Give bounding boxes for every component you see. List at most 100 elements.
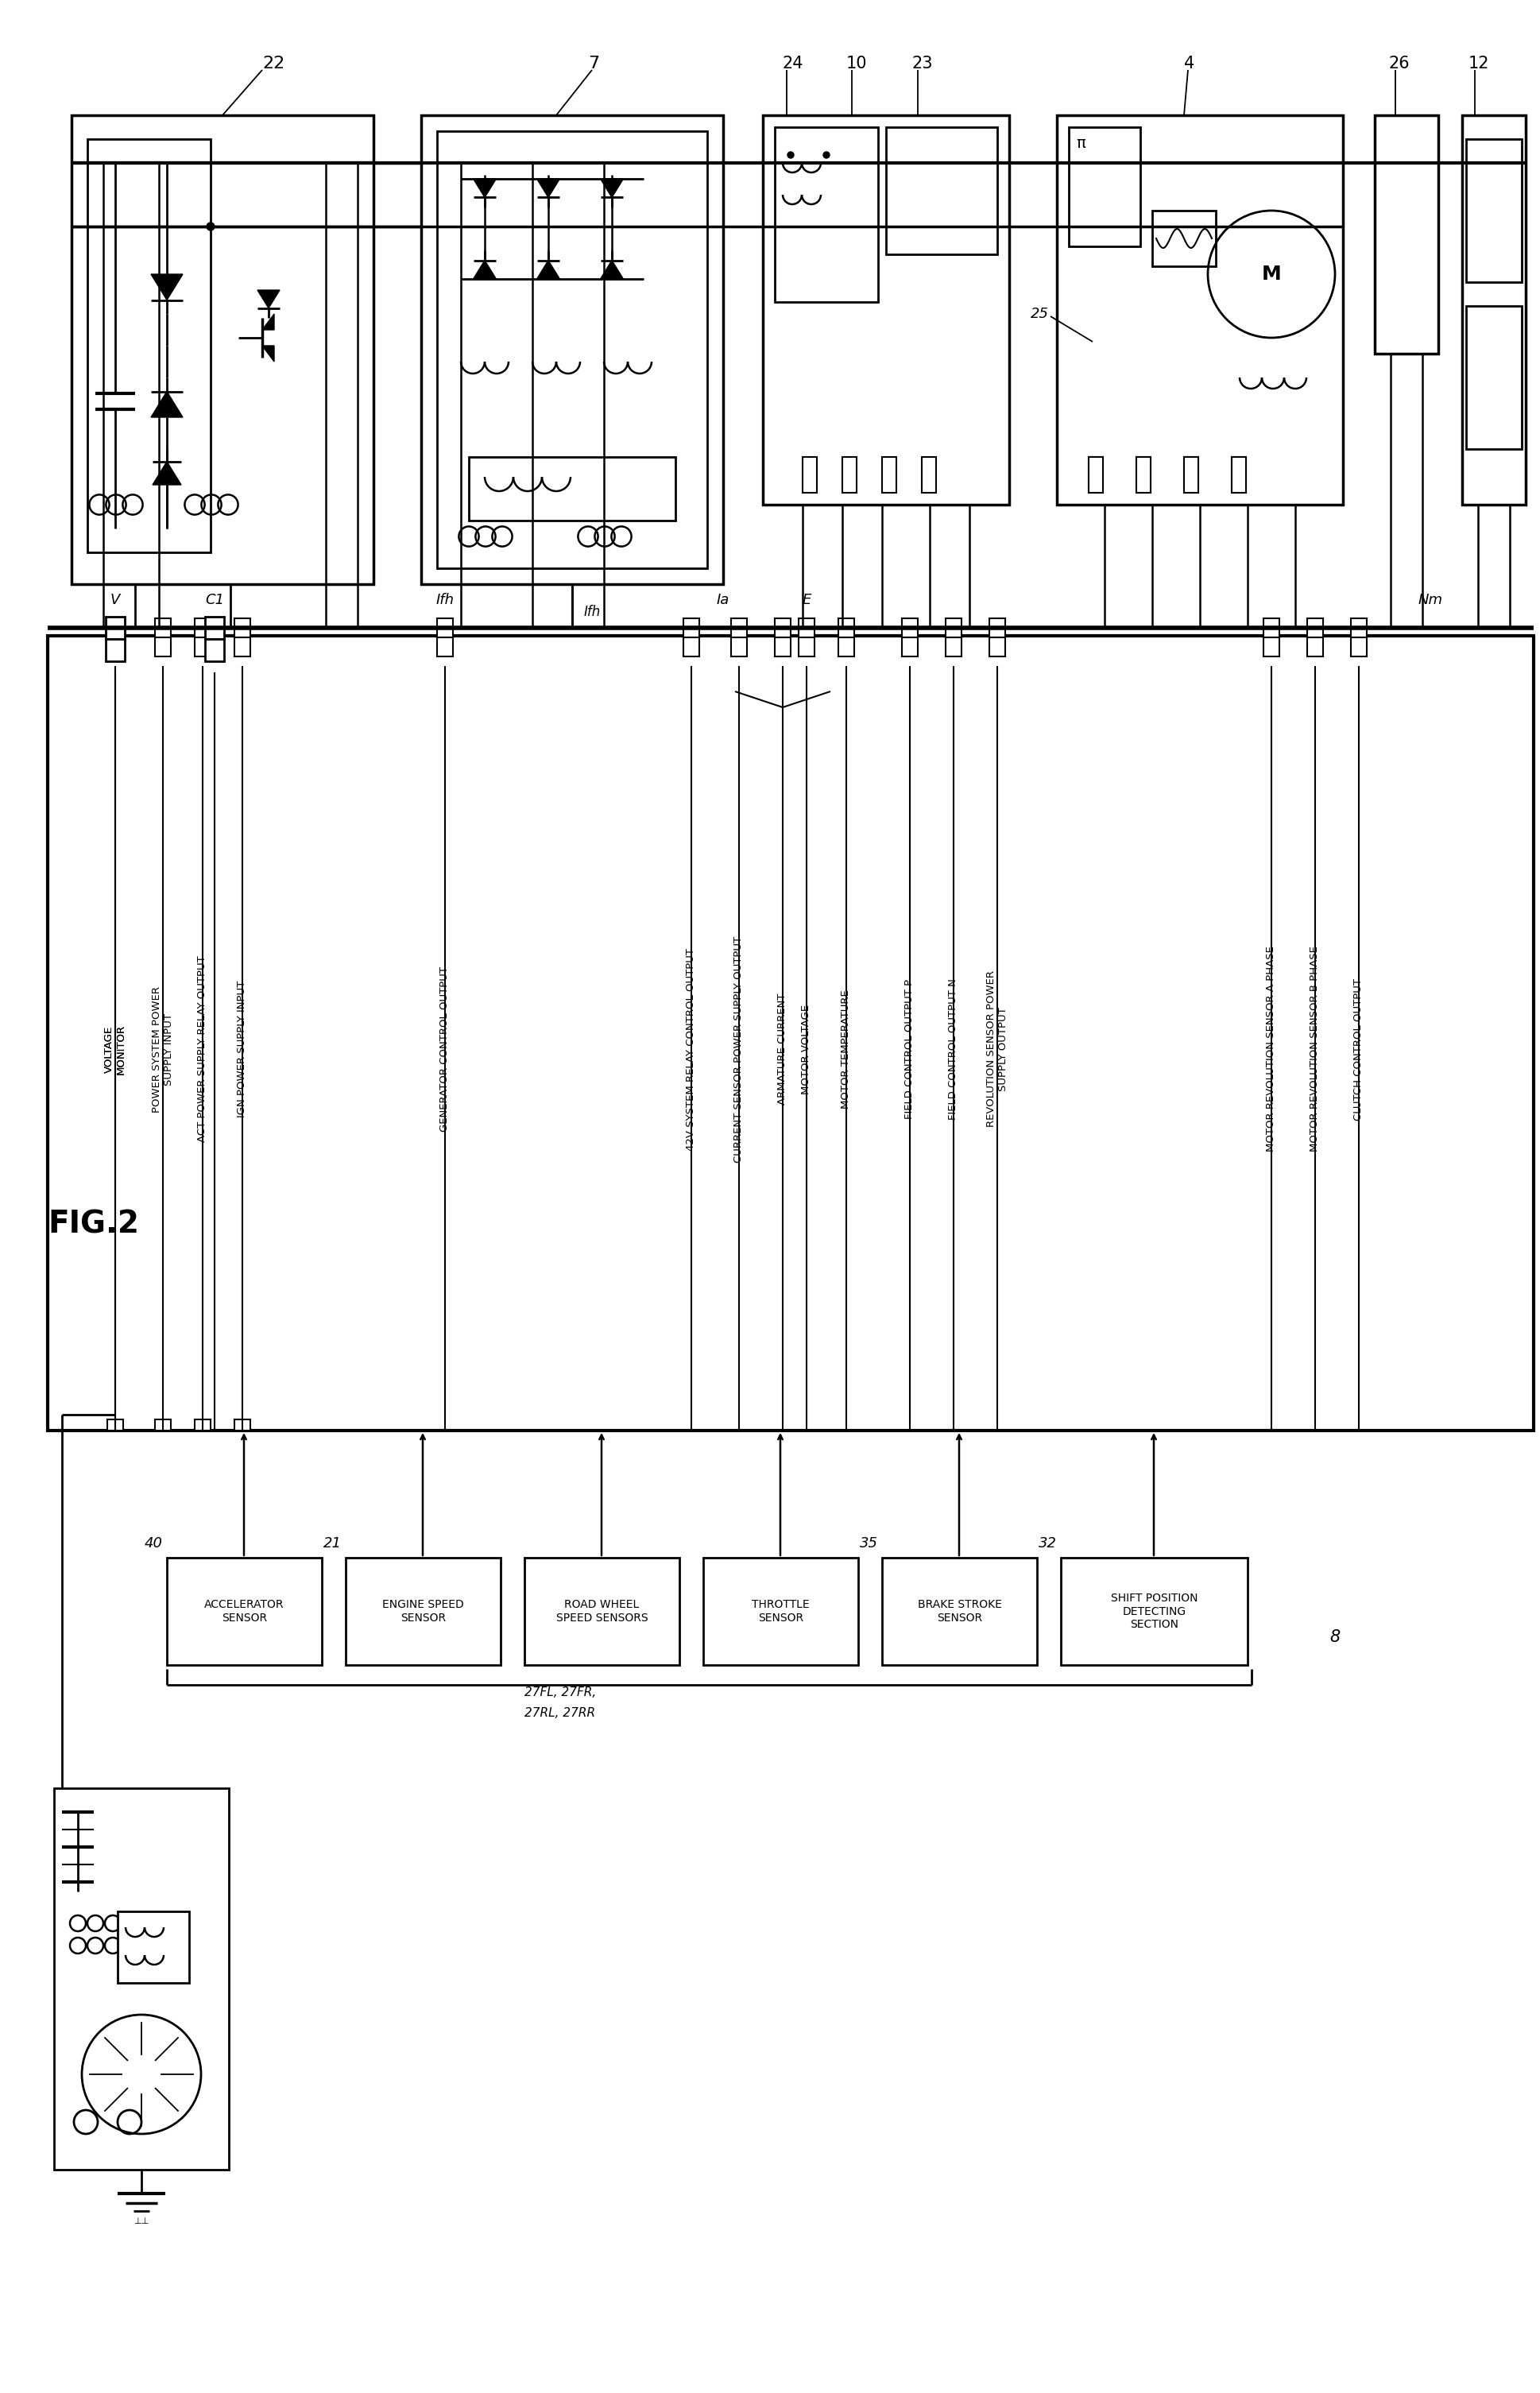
Bar (799, 617, 815, 637)
Bar (775, 127, 878, 302)
Polygon shape (152, 462, 182, 486)
Polygon shape (601, 179, 624, 196)
Bar (775, 617, 790, 637)
Bar (106, 639, 125, 660)
Text: ⊥⊥: ⊥⊥ (134, 2218, 149, 2225)
Polygon shape (262, 313, 274, 330)
Bar (156, 1419, 171, 1431)
Text: Ifh: Ifh (436, 593, 454, 608)
Text: IGN POWER SUPPLY INPUT: IGN POWER SUPPLY INPUT (237, 981, 248, 1118)
Text: REVOLUTION SENSOR POWER
SUPPLY OUTPUT: REVOLUTION SENSOR POWER SUPPLY OUTPUT (986, 972, 1009, 1127)
Bar (684, 617, 699, 637)
Bar (205, 639, 225, 660)
Text: 4: 4 (1184, 55, 1195, 72)
Text: MOTOR REVOLUTION SENSOR B PHASE: MOTOR REVOLUTION SENSOR B PHASE (1311, 945, 1320, 1151)
Text: V: V (111, 593, 120, 608)
Bar (234, 637, 251, 656)
Bar (1232, 457, 1246, 493)
Bar (1461, 115, 1526, 505)
Bar (946, 637, 961, 656)
Bar (704, 1558, 858, 1666)
Bar (205, 617, 225, 639)
Text: THROTTLE
SENSOR: THROTTLE SENSOR (752, 1599, 810, 1622)
Text: 27RL, 27RR: 27RL, 27RR (525, 1706, 596, 1718)
Bar (437, 132, 707, 567)
Bar (684, 637, 699, 656)
Bar (1069, 127, 1140, 246)
Text: ENGINE SPEED
SENSOR: ENGINE SPEED SENSOR (382, 1599, 464, 1622)
Text: MOTOR TEMPERATURE: MOTOR TEMPERATURE (841, 991, 852, 1108)
Bar (108, 617, 123, 637)
Text: M: M (1261, 266, 1281, 285)
Bar (762, 115, 1009, 505)
Bar (1089, 457, 1103, 493)
Polygon shape (257, 290, 280, 309)
Text: MOTOR VOLTAGE: MOTOR VOLTAGE (801, 1005, 812, 1094)
Bar (775, 637, 790, 656)
Text: BRAKE STROKE
SENSOR: BRAKE STROKE SENSOR (918, 1599, 1001, 1622)
Bar (1466, 306, 1522, 450)
Text: Nm: Nm (1418, 593, 1443, 608)
Bar (88, 139, 211, 553)
Text: 26: 26 (1389, 55, 1411, 72)
Text: POWER SYSTEM POWER
SUPPLY INPUT: POWER SYSTEM POWER SUPPLY INPUT (152, 986, 174, 1113)
Bar (1061, 1558, 1247, 1666)
Text: MOTOR REVOLUTION SENSOR A PHASE: MOTOR REVOLUTION SENSOR A PHASE (1266, 945, 1277, 1151)
Bar (468, 457, 676, 522)
Bar (802, 457, 816, 493)
Bar (194, 617, 211, 637)
Bar (166, 1558, 322, 1666)
Bar (1056, 115, 1343, 505)
Bar (108, 637, 123, 656)
Bar (234, 1419, 251, 1431)
Text: CLUTCH CONTROL OUTPUT: CLUTCH CONTROL OUTPUT (1354, 979, 1364, 1120)
Bar (732, 637, 747, 656)
Text: FIELD CONTROL OUTPUT P: FIELD CONTROL OUTPUT P (904, 979, 915, 1120)
Bar (108, 1419, 123, 1431)
Bar (1089, 457, 1103, 493)
Polygon shape (262, 345, 274, 361)
Bar (1466, 139, 1522, 282)
Text: ACT POWER SUPPLY RELAY OUTPUT: ACT POWER SUPPLY RELAY OUTPUT (197, 955, 208, 1141)
Text: E: E (802, 593, 812, 608)
Text: 35: 35 (859, 1536, 878, 1551)
Text: 12: 12 (1469, 55, 1489, 72)
Text: Ifh: Ifh (584, 605, 601, 620)
Bar (525, 1558, 679, 1666)
Bar (1351, 637, 1368, 656)
Bar (1375, 115, 1438, 354)
Polygon shape (473, 261, 496, 280)
Bar (902, 617, 918, 637)
Text: ROAD WHEEL
SPEED SENSORS: ROAD WHEEL SPEED SENSORS (556, 1599, 648, 1622)
Text: 8: 8 (1329, 1630, 1340, 1644)
Bar (989, 617, 1006, 637)
Bar (842, 457, 856, 493)
Text: FIELD CONTROL OUTPUT N: FIELD CONTROL OUTPUT N (949, 979, 959, 1120)
Bar (882, 1558, 1036, 1666)
Text: 27FL, 27FR,: 27FL, 27FR, (525, 1687, 596, 1699)
Bar (922, 457, 936, 493)
Polygon shape (151, 275, 183, 299)
Text: 40: 40 (145, 1536, 163, 1551)
Bar (732, 617, 747, 637)
Bar (1263, 617, 1280, 637)
Bar (437, 617, 453, 637)
Bar (838, 637, 855, 656)
Text: GENERATOR CONTROL OUTPUT: GENERATOR CONTROL OUTPUT (440, 967, 450, 1132)
Text: 7: 7 (588, 55, 599, 72)
Bar (54, 1788, 229, 2170)
Bar (194, 637, 211, 656)
Bar (1307, 617, 1323, 637)
Bar (1137, 457, 1150, 493)
Bar (106, 617, 125, 639)
Text: ARMATURE CURRENT: ARMATURE CURRENT (778, 993, 788, 1106)
Text: VOLTAGE
MONITOR: VOLTAGE MONITOR (105, 1024, 126, 1074)
Circle shape (824, 151, 830, 158)
Bar (1232, 457, 1246, 493)
Bar (1351, 617, 1368, 637)
Bar (1137, 457, 1150, 493)
Bar (117, 1912, 189, 1984)
Text: VOLTAGE
MONITOR: VOLTAGE MONITOR (105, 1024, 126, 1074)
Bar (234, 617, 251, 637)
Bar (71, 115, 374, 584)
